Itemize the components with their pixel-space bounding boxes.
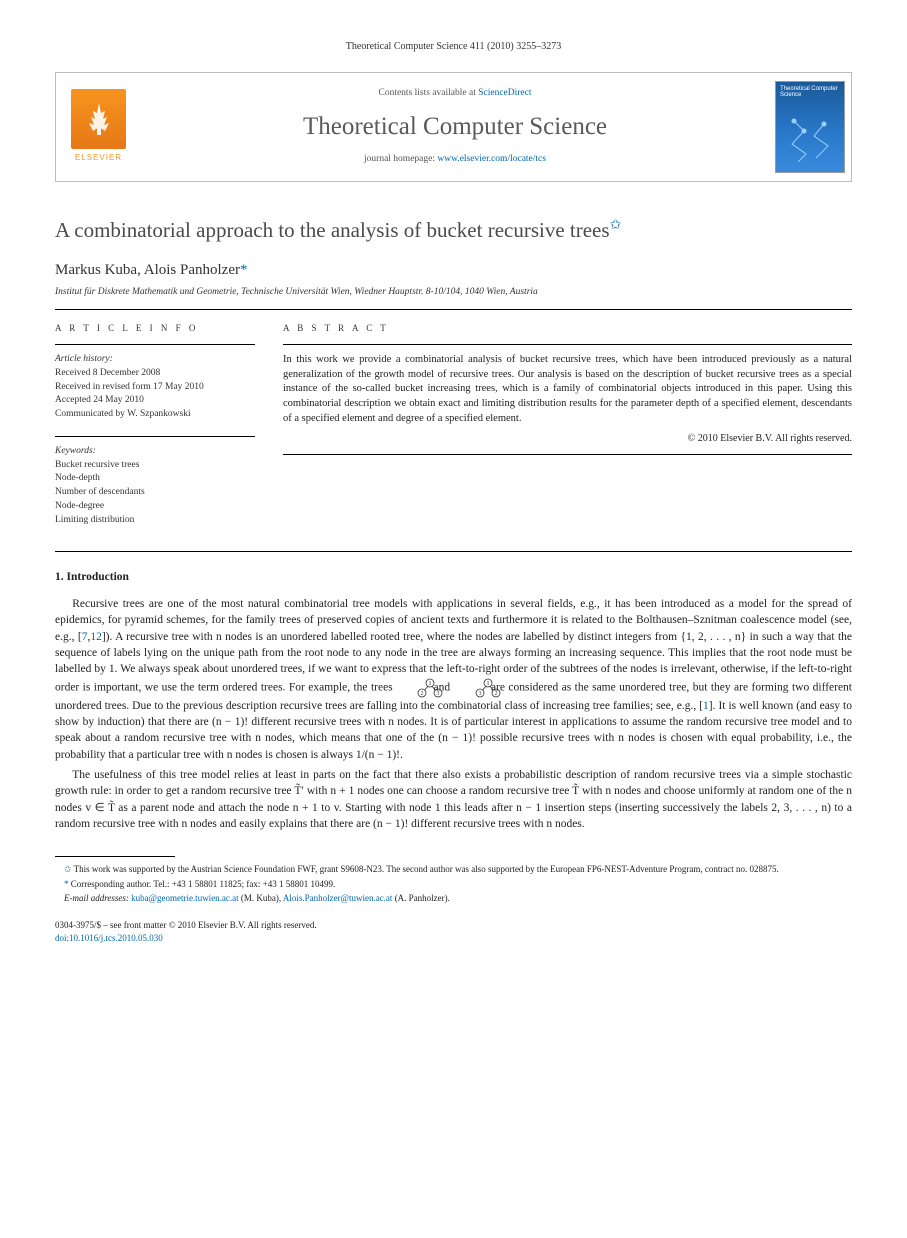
inline-tree-diagram-1: 123 [396, 678, 430, 698]
history-label: Article history: [55, 353, 255, 367]
elsevier-tree-icon [71, 89, 126, 149]
journal-banner: ELSEVIER Contents lists available at Sci… [55, 72, 852, 182]
copyright-line: © 2010 Elsevier B.V. All rights reserved… [283, 432, 852, 446]
doi-line: doi:10.1016/j.tcs.2010.05.030 [55, 932, 852, 945]
abstract-heading: A B S T R A C T [283, 322, 852, 334]
footnote-text: This work was supported by the Austrian … [72, 864, 779, 874]
doi-label[interactable]: doi: [55, 933, 69, 943]
ref-link[interactable]: 12 [90, 631, 102, 643]
corresponding-mark[interactable]: * [240, 262, 248, 278]
keyword: Limiting distribution [55, 514, 255, 528]
cover-thumb-block: Theoretical Computer Science [769, 73, 851, 181]
article-info-column: A R T I C L E I N F O Article history: R… [55, 322, 255, 528]
affiliation: Institut für Diskrete Mathematik und Geo… [55, 286, 852, 299]
email-link[interactable]: kuba@geometrie.tuwien.ac.at [131, 893, 239, 903]
journal-homepage-link[interactable]: www.elsevier.com/locate/tcs [437, 154, 546, 164]
info-rule [55, 344, 255, 345]
section-heading: 1. Introduction [55, 570, 852, 586]
keywords-label: Keywords: [55, 445, 255, 459]
email-who: (A. Panholzer). [392, 893, 449, 903]
keyword: Number of descendants [55, 486, 255, 500]
title-footnote-mark[interactable]: ✩ [610, 218, 622, 233]
sciencedirect-link[interactable]: ScienceDirect [478, 88, 531, 98]
intro-paragraph-2: The usefulness of this tree model relies… [55, 767, 852, 832]
divider-rule [55, 309, 852, 310]
info-abstract-row: A R T I C L E I N F O Article history: R… [55, 322, 852, 528]
history-line: Communicated by W. Szpankowski [55, 408, 255, 422]
footnote-corresponding: * Corresponding author. Tel.: +43 1 5880… [55, 878, 852, 891]
abstract-rule [283, 344, 852, 345]
footnote-grant: ✩ This work was supported by the Austria… [55, 863, 852, 876]
journal-homepage-line: journal homepage: www.elsevier.com/locat… [364, 153, 546, 166]
journal-cover-thumbnail[interactable]: Theoretical Computer Science [775, 81, 845, 173]
para-text: and [430, 681, 453, 693]
contents-list-line: Contents lists available at ScienceDirec… [378, 87, 531, 100]
issn-copyright-line: 0304-3975/$ – see front matter © 2010 El… [55, 919, 852, 932]
authors-text: Markus Kuba, Alois Panholzer [55, 262, 240, 278]
cover-title: Theoretical Computer Science [780, 86, 840, 99]
bottom-matter: 0304-3975/$ – see front matter © 2010 El… [55, 919, 852, 944]
footnote-emails: E-mail addresses: kuba@geometrie.tuwien.… [55, 892, 852, 905]
contents-prefix: Contents lists available at [378, 88, 478, 98]
author-line: Markus Kuba, Alois Panholzer* [55, 260, 852, 280]
homepage-prefix: journal homepage: [364, 154, 437, 164]
article-info-heading: A R T I C L E I N F O [55, 322, 255, 334]
publisher-logo-block: ELSEVIER [56, 73, 141, 181]
svg-text:2: 2 [421, 691, 424, 697]
history-line: Received 8 December 2008 [55, 367, 255, 381]
article-title: A combinatorial approach to the analysis… [55, 212, 852, 244]
footnote-separator [55, 856, 175, 857]
inline-tree-diagram-2: 132 [454, 678, 488, 698]
elsevier-wordmark: ELSEVIER [75, 153, 122, 164]
svg-text:3: 3 [478, 691, 481, 697]
article-history: Article history: Received 8 December 200… [55, 353, 255, 422]
abstract-text: In this work we provide a combinatorial … [283, 353, 852, 426]
keywords-block: Keywords: Bucket recursive trees Node-de… [55, 445, 255, 528]
history-line: Received in revised form 17 May 2010 [55, 381, 255, 395]
journal-name: Theoretical Computer Science [303, 110, 607, 144]
running-header: Theoretical Computer Science 411 (2010) … [55, 40, 852, 54]
email-who: (M. Kuba), [239, 893, 283, 903]
abstract-column: A B S T R A C T In this work we provide … [283, 322, 852, 528]
keyword: Node-degree [55, 500, 255, 514]
footnote-mark-icon: ✩ [64, 864, 72, 874]
info-rule [55, 436, 255, 437]
keyword: Bucket recursive trees [55, 459, 255, 473]
title-text: A combinatorial approach to the analysis… [55, 218, 610, 242]
email-link[interactable]: Alois.Panholzer@tuwien.ac.at [283, 893, 393, 903]
section-divider [55, 551, 852, 552]
email-label: E-mail addresses: [64, 893, 131, 903]
footnote-text: Corresponding author. Tel.: +43 1 58801 … [69, 879, 336, 889]
banner-center: Contents lists available at ScienceDirec… [141, 73, 769, 181]
abstract-end-rule [283, 454, 852, 455]
intro-paragraph-1: Recursive trees are one of the most natu… [55, 596, 852, 763]
doi-link[interactable]: 10.1016/j.tcs.2010.05.030 [69, 933, 163, 943]
keyword: Node-depth [55, 472, 255, 486]
history-line: Accepted 24 May 2010 [55, 394, 255, 408]
